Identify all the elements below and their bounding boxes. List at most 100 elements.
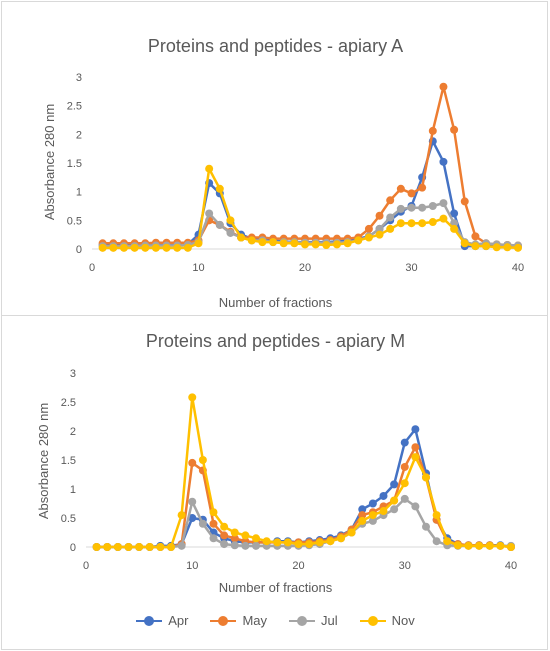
x-axis-label: Number of fractions bbox=[219, 295, 333, 310]
data-point bbox=[252, 534, 260, 543]
data-point bbox=[482, 242, 491, 251]
chart-panel-apiary-m: Proteins and peptides - apiary M Number … bbox=[1, 315, 548, 650]
data-point bbox=[103, 543, 112, 551]
data-point bbox=[332, 240, 341, 249]
data-point bbox=[428, 218, 437, 227]
data-point bbox=[220, 522, 229, 531]
data-point bbox=[258, 238, 267, 247]
y-axis-label: Absorbance 280 nm bbox=[36, 403, 51, 519]
x-tick-label: 0 bbox=[89, 262, 95, 274]
data-point bbox=[418, 183, 427, 192]
data-point bbox=[205, 209, 214, 218]
data-point bbox=[386, 213, 395, 222]
data-point bbox=[220, 540, 229, 549]
x-tick-label: 10 bbox=[186, 560, 198, 572]
y-tick-label: 2.5 bbox=[61, 397, 76, 409]
data-point bbox=[269, 238, 278, 247]
data-point bbox=[439, 157, 448, 166]
legend-item-jul[interactable]: Jul bbox=[289, 613, 338, 628]
data-point bbox=[230, 528, 239, 537]
y-tick-label: 2 bbox=[70, 426, 76, 438]
series-line bbox=[96, 396, 512, 549]
x-tick-label: 10 bbox=[192, 262, 204, 274]
data-point bbox=[400, 462, 409, 471]
data-point bbox=[411, 502, 420, 511]
data-point bbox=[205, 164, 214, 173]
data-point bbox=[145, 543, 154, 551]
data-point bbox=[396, 184, 405, 193]
data-point bbox=[407, 189, 416, 198]
data-point bbox=[188, 514, 197, 522]
legend-label: Jul bbox=[321, 613, 338, 628]
data-point bbox=[322, 240, 331, 249]
data-point bbox=[386, 224, 395, 233]
data-point bbox=[411, 453, 420, 462]
y-tick-label: 2 bbox=[76, 129, 82, 141]
chart-title: Proteins and peptides - apiary A bbox=[148, 36, 403, 56]
legend-swatch bbox=[289, 615, 316, 626]
data-point bbox=[364, 233, 373, 242]
data-point bbox=[450, 125, 459, 134]
data-point bbox=[173, 243, 182, 252]
data-point bbox=[358, 505, 367, 514]
x-tick-label: 30 bbox=[405, 262, 417, 274]
data-point bbox=[177, 511, 186, 520]
y-tick-label: 3 bbox=[76, 72, 82, 84]
data-point bbox=[188, 393, 197, 402]
data-point bbox=[311, 240, 320, 249]
data-point bbox=[432, 511, 441, 520]
data-point bbox=[220, 531, 229, 540]
legend-label: May bbox=[242, 613, 268, 628]
data-point bbox=[226, 228, 235, 237]
data-point bbox=[411, 443, 420, 452]
data-point bbox=[279, 239, 288, 248]
legend-item-apr[interactable]: Apr bbox=[136, 613, 188, 628]
data-point bbox=[418, 203, 427, 212]
data-point bbox=[141, 243, 150, 252]
data-point bbox=[368, 511, 377, 520]
y-tick-label: 1 bbox=[76, 187, 82, 199]
data-point bbox=[92, 543, 101, 551]
data-point bbox=[241, 531, 250, 540]
data-point bbox=[188, 458, 197, 467]
series-nov bbox=[92, 393, 515, 551]
data-point bbox=[368, 516, 377, 525]
data-point bbox=[273, 538, 282, 547]
data-point bbox=[432, 537, 441, 546]
data-point bbox=[375, 224, 384, 233]
data-point bbox=[496, 541, 505, 550]
y-tick-label: 3 bbox=[70, 368, 76, 380]
data-point bbox=[230, 534, 239, 543]
chart-apiary-m: Proteins and peptides - apiary M Number … bbox=[36, 331, 517, 595]
y-axis-label: Absorbance 280 nm bbox=[42, 104, 57, 220]
data-point bbox=[471, 242, 480, 251]
y-tick-label: 0.5 bbox=[67, 215, 82, 227]
legend-item-may[interactable]: May bbox=[210, 613, 267, 628]
legend-item-nov[interactable]: Nov bbox=[359, 613, 415, 628]
data-point bbox=[514, 243, 522, 252]
series-line bbox=[96, 428, 512, 549]
series-line bbox=[102, 167, 519, 250]
data-point bbox=[215, 184, 224, 193]
data-point bbox=[98, 243, 107, 252]
x-tick-label: 40 bbox=[505, 560, 517, 572]
data-point bbox=[460, 239, 469, 248]
data-point bbox=[439, 199, 448, 208]
data-point bbox=[358, 516, 367, 525]
data-point bbox=[460, 197, 469, 206]
data-point bbox=[262, 537, 271, 546]
data-point bbox=[375, 230, 384, 239]
data-point bbox=[390, 480, 399, 489]
data-point bbox=[428, 202, 437, 210]
data-point bbox=[422, 473, 430, 482]
data-point bbox=[162, 243, 171, 252]
chart-panel-apiary-a: Proteins and peptides - apiary A Number … bbox=[1, 1, 548, 316]
data-point bbox=[475, 541, 484, 550]
data-point bbox=[305, 540, 314, 549]
data-point bbox=[301, 240, 309, 249]
data-point bbox=[390, 505, 399, 514]
data-point bbox=[347, 528, 356, 537]
data-point bbox=[492, 243, 501, 252]
data-point bbox=[386, 196, 395, 205]
data-point bbox=[379, 507, 388, 516]
